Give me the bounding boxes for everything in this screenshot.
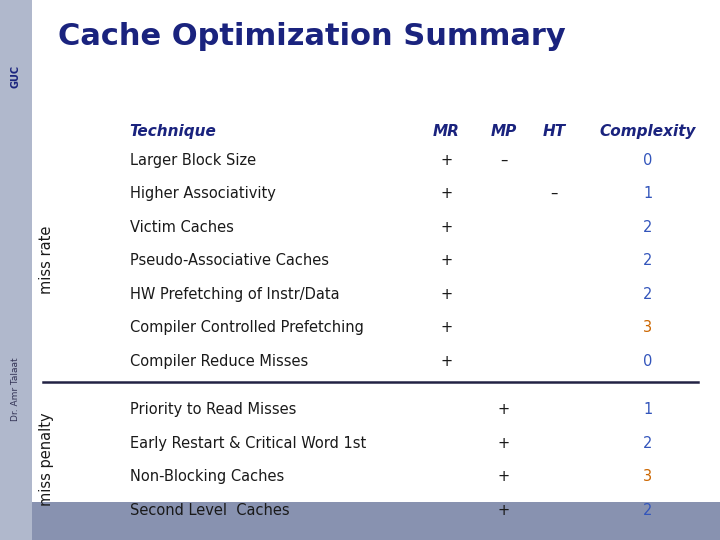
Text: Pseudo-Associative Caches: Pseudo-Associative Caches bbox=[130, 253, 328, 268]
Text: +: + bbox=[498, 436, 510, 450]
Text: +: + bbox=[498, 503, 510, 517]
Text: 2: 2 bbox=[643, 287, 653, 301]
Text: 0: 0 bbox=[643, 153, 653, 167]
Text: HT: HT bbox=[543, 124, 566, 139]
Text: +: + bbox=[441, 320, 452, 335]
Text: 2: 2 bbox=[643, 253, 653, 268]
Text: +: + bbox=[441, 253, 452, 268]
Text: 2: 2 bbox=[643, 436, 653, 450]
Text: Larger Block Size: Larger Block Size bbox=[130, 153, 256, 167]
FancyBboxPatch shape bbox=[0, 0, 32, 540]
Text: 3: 3 bbox=[644, 320, 652, 335]
Text: 0: 0 bbox=[643, 354, 653, 368]
Text: Early Restart & Critical Word 1st: Early Restart & Critical Word 1st bbox=[130, 436, 366, 450]
Text: GUC: GUC bbox=[11, 65, 21, 88]
Text: +: + bbox=[441, 153, 452, 167]
Text: MP: MP bbox=[491, 124, 517, 139]
Text: Technique: Technique bbox=[130, 124, 217, 139]
Text: Dr. Amr Talaat: Dr. Amr Talaat bbox=[12, 357, 20, 421]
Text: MR: MR bbox=[433, 124, 460, 139]
Text: 2: 2 bbox=[643, 220, 653, 234]
Text: 2: 2 bbox=[643, 503, 653, 517]
Text: 1: 1 bbox=[644, 186, 652, 201]
Text: Non-Blocking Caches: Non-Blocking Caches bbox=[130, 469, 284, 484]
Text: +: + bbox=[498, 402, 510, 417]
Text: 3: 3 bbox=[644, 469, 652, 484]
Text: +: + bbox=[441, 186, 452, 201]
FancyBboxPatch shape bbox=[0, 502, 720, 540]
Text: Compiler Reduce Misses: Compiler Reduce Misses bbox=[130, 354, 308, 368]
Text: miss penalty: miss penalty bbox=[40, 412, 54, 506]
Text: Cache Optimization Summary: Cache Optimization Summary bbox=[58, 22, 565, 51]
Text: +: + bbox=[441, 354, 452, 368]
Text: Compiler Controlled Prefetching: Compiler Controlled Prefetching bbox=[130, 320, 364, 335]
Text: +: + bbox=[441, 287, 452, 301]
Text: –: – bbox=[551, 186, 558, 201]
Text: +: + bbox=[441, 220, 452, 234]
Text: HW Prefetching of Instr/Data: HW Prefetching of Instr/Data bbox=[130, 287, 339, 301]
Text: Second Level  Caches: Second Level Caches bbox=[130, 503, 289, 517]
Text: Victim Caches: Victim Caches bbox=[130, 220, 233, 234]
Text: +: + bbox=[498, 469, 510, 484]
Text: Higher Associativity: Higher Associativity bbox=[130, 186, 276, 201]
Text: 1: 1 bbox=[644, 402, 652, 417]
Text: Complexity: Complexity bbox=[600, 124, 696, 139]
Text: Priority to Read Misses: Priority to Read Misses bbox=[130, 402, 296, 417]
Text: –: – bbox=[500, 153, 508, 167]
Text: miss rate: miss rate bbox=[40, 226, 54, 294]
